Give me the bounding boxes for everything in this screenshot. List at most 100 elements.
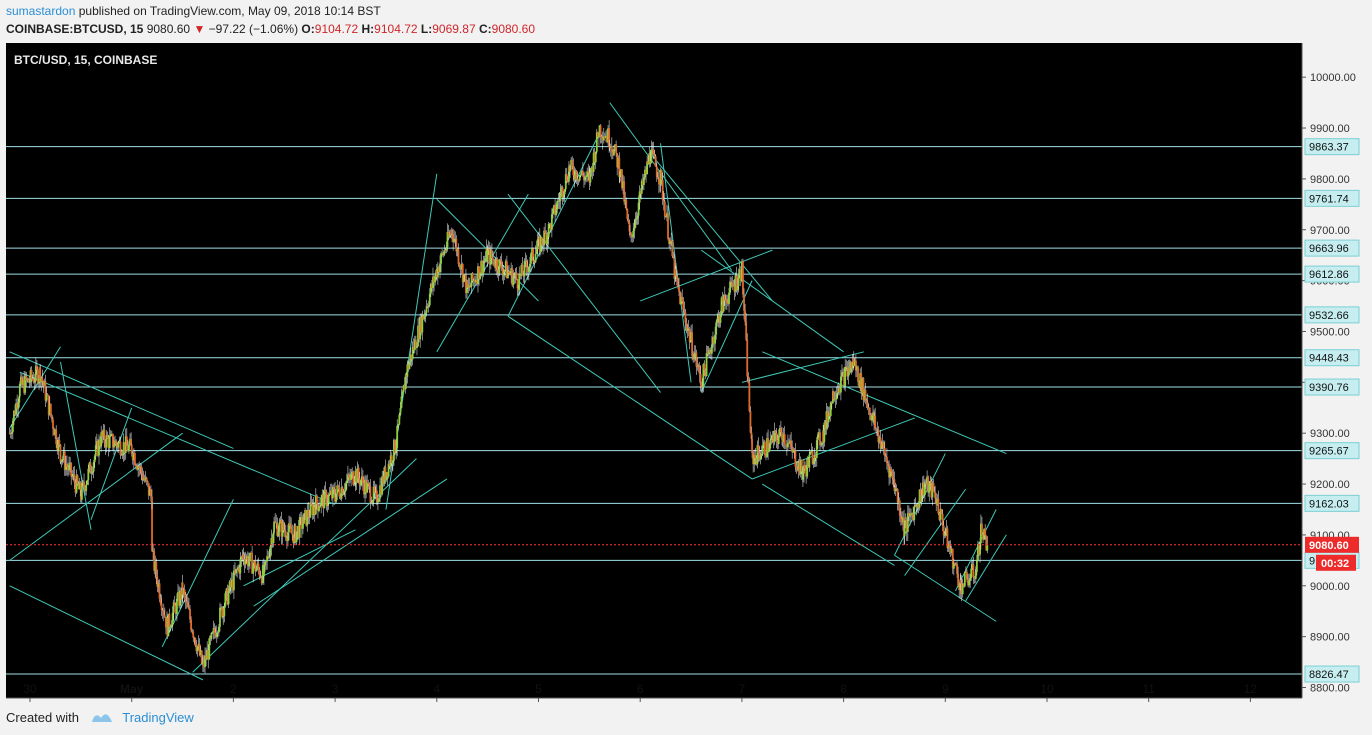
candle-body [289, 523, 291, 527]
candle-body [470, 273, 473, 287]
candle-body [448, 234, 451, 238]
candle-body [55, 429, 58, 445]
candle-body [930, 481, 933, 498]
trend-line [660, 143, 692, 383]
candle-body [616, 153, 619, 168]
candle-body [59, 444, 62, 457]
candle-body [932, 483, 935, 492]
candle-body [924, 483, 926, 496]
candle-body [383, 467, 386, 484]
level-tag-label: 9448.43 [1309, 353, 1349, 365]
candle-body [978, 543, 980, 555]
candle-body [398, 414, 401, 425]
candle-body [63, 451, 66, 470]
candle-body [261, 565, 264, 584]
footer: Created with TradingView [6, 710, 194, 726]
candle-body [903, 517, 905, 537]
candle-body [117, 442, 120, 448]
candle-body [757, 445, 760, 454]
candle-body [954, 563, 956, 565]
candle-body [715, 322, 718, 335]
candle-body [598, 125, 601, 137]
candle-body [946, 528, 949, 549]
candle-body [518, 274, 521, 291]
candle-body [204, 655, 206, 667]
candle-body [147, 483, 150, 496]
candle-body [488, 248, 491, 265]
chart-pane[interactable]: BTC/USD, 15, COINBASE [6, 43, 1302, 698]
candle-body [408, 361, 411, 369]
candle-body [469, 286, 472, 288]
candle-body [638, 191, 641, 203]
candle-body [509, 273, 511, 275]
candle-body [394, 439, 396, 453]
candle-body [45, 394, 48, 401]
candle-body [418, 325, 421, 340]
candle-body [336, 485, 339, 494]
candle-body [830, 402, 833, 404]
candle-body [513, 275, 516, 277]
candle-body [284, 531, 287, 538]
candle-body [732, 285, 735, 287]
candle-body [105, 435, 108, 448]
candle-body [352, 471, 355, 485]
candle-body [235, 568, 237, 574]
candle-body [145, 477, 148, 482]
candle-body [558, 200, 561, 202]
candle-body [102, 429, 105, 437]
candle-body [173, 602, 176, 606]
candle-body [116, 444, 119, 448]
candle-body [474, 279, 477, 283]
candle-body [529, 263, 531, 268]
price-tag-label: 9080.60 [1309, 540, 1349, 552]
candle-body [717, 314, 720, 319]
candle-body [407, 364, 410, 369]
candle-body [419, 317, 422, 340]
candle-body [907, 513, 910, 517]
candle-body [659, 184, 661, 185]
author-link[interactable]: sumastardon [6, 4, 76, 18]
candle-body [281, 522, 284, 537]
candle-body [564, 174, 567, 190]
candle-body [643, 177, 645, 186]
candle-body [909, 513, 911, 517]
candle-body [750, 432, 753, 439]
candle-body [690, 332, 692, 341]
candle-body [368, 483, 371, 487]
candle-body [99, 439, 101, 446]
candle-body [388, 463, 391, 467]
candle-body [601, 137, 604, 141]
symbol-label: COINBASE:BTCUSD, 15 [6, 22, 144, 36]
candle-body [605, 135, 607, 138]
candle-body [585, 176, 587, 178]
candle-body [174, 605, 177, 615]
candle-body [294, 525, 297, 543]
candle-body [300, 516, 303, 529]
candle-body [545, 233, 548, 244]
candle-body [403, 385, 406, 390]
candle-body [636, 215, 639, 219]
candle-body [654, 156, 657, 167]
candle-body [283, 530, 286, 532]
candle-body [667, 213, 669, 239]
candle-body [888, 466, 890, 478]
candle-body [942, 525, 945, 536]
candle-body [468, 285, 471, 288]
candle-body [233, 570, 235, 591]
candle-body [620, 169, 622, 175]
candle-body [218, 626, 220, 633]
candle-body [710, 344, 713, 354]
level-tag [1304, 265, 1360, 283]
tradingview-link[interactable]: TradingView [122, 710, 194, 725]
trend-line [609, 102, 733, 271]
price-chart[interactable] [6, 43, 1302, 698]
candle-body [257, 563, 260, 570]
candle-body [594, 151, 597, 163]
candle-body [836, 392, 839, 394]
candle-body [773, 430, 776, 443]
candle-body [85, 484, 88, 491]
candle-body [618, 174, 621, 178]
candle-body [622, 181, 624, 188]
candle-body [110, 433, 113, 435]
candle-body [700, 384, 703, 387]
